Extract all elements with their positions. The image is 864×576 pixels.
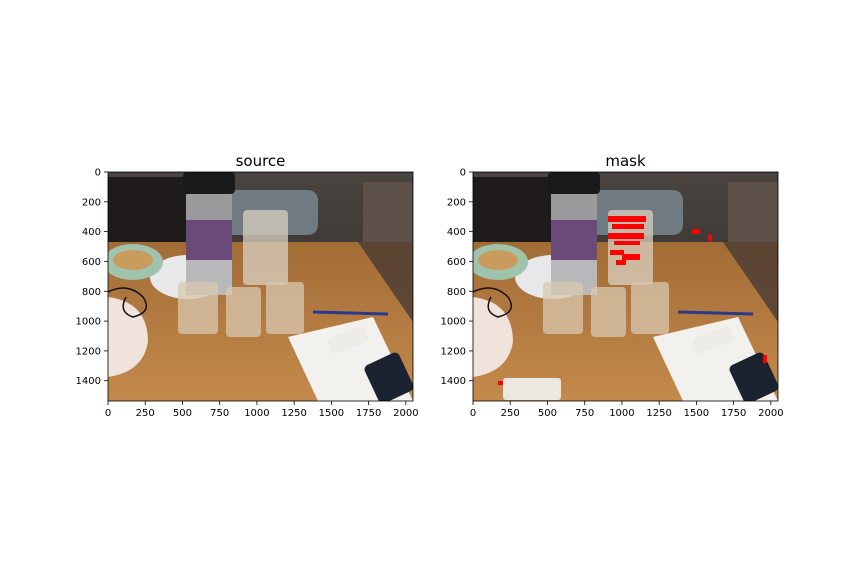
panel-title-mask: mask	[605, 152, 646, 170]
y-tick-label: 1400	[76, 376, 101, 387]
x-tick-label: 1500	[684, 408, 709, 419]
y-tick-label: 400	[82, 227, 101, 238]
y-tick-label: 1200	[76, 346, 101, 357]
mask-axes: 0 250 500 750 1000 1250 1500 1750 2000 0 200 400 600…	[441, 168, 784, 420]
y-tick-label: 200	[447, 197, 466, 208]
x-tick-label: 1250	[646, 408, 671, 419]
y-tick-label: 1200	[441, 346, 466, 357]
y-tick-label: 1000	[441, 317, 466, 328]
x-tick-label: 0	[470, 408, 476, 419]
y-tick-label: 1400	[441, 376, 466, 387]
source-axes: 0 250 500 750 1000 1250 1500 1750 2000 0 200 400 600…	[76, 168, 419, 420]
y-tick-label: 1000	[76, 317, 101, 328]
y-tick-label: 200	[82, 197, 101, 208]
source-photo	[108, 172, 413, 401]
y-tick-label: 600	[82, 257, 101, 268]
y-tick-label: 400	[447, 227, 466, 238]
x-tick-label: 1250	[281, 408, 306, 419]
x-tick-label: 2000	[758, 408, 783, 419]
x-tick-label: 500	[173, 408, 192, 419]
x-tick-label: 250	[136, 408, 155, 419]
x-tick-label: 1000	[609, 408, 634, 419]
y-tick-label: 600	[447, 257, 466, 268]
x-tick-label: 1750	[356, 408, 381, 419]
source-frame	[107, 171, 414, 402]
power-bank	[503, 378, 561, 400]
x-tick-label: 1500	[319, 408, 344, 419]
x-tick-label: 2000	[393, 408, 418, 419]
x-tick-label: 500	[538, 408, 557, 419]
x-tick-label: 0	[105, 408, 111, 419]
panel-title-source: source	[236, 152, 286, 170]
x-tick-label: 750	[210, 408, 229, 419]
x-tick-label: 750	[575, 408, 594, 419]
y-tick-label: 0	[95, 168, 101, 179]
y-tick-label: 800	[447, 287, 466, 298]
y-tick-label: 800	[82, 287, 101, 298]
x-tick-label: 1000	[244, 408, 269, 419]
x-tick-label: 1750	[721, 408, 746, 419]
mask-marks	[498, 216, 767, 385]
x-tick-label: 250	[501, 408, 520, 419]
y-tick-label: 0	[460, 168, 466, 179]
mask-frame	[472, 171, 779, 402]
mask-photo	[473, 172, 778, 401]
panel-source: source 0 250 500 750 1000 1250 1500 1750 2000 0 20…	[76, 152, 419, 419]
